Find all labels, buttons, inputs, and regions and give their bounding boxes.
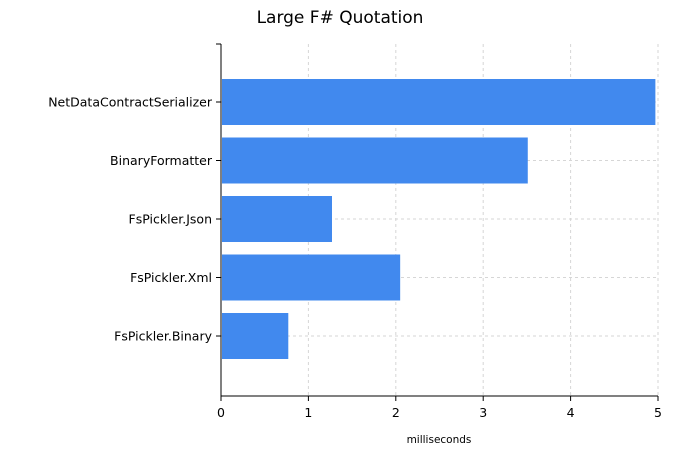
category-labels: NetDataContractSerializer BinaryFormatter…: [48, 95, 221, 344]
x-tick-label: 4: [567, 405, 575, 420]
x-tick-label: 3: [479, 405, 487, 420]
bar: [222, 313, 289, 359]
x-tick-label: 5: [654, 405, 662, 420]
category-label: FsPickler.Xml: [130, 270, 212, 285]
bar: [222, 196, 332, 242]
bar: [222, 137, 528, 184]
bar: [222, 79, 656, 125]
x-axis-title: milliseconds: [407, 434, 472, 446]
x-tick-label: 0: [217, 405, 225, 420]
category-label: FsPickler.Json: [129, 212, 212, 227]
bars: [222, 79, 656, 359]
x-tick-label: 1: [304, 405, 312, 420]
chart-title: Large F# Quotation: [257, 8, 424, 28]
category-label: FsPickler.Binary: [114, 329, 212, 344]
category-label: BinaryFormatter: [110, 153, 213, 168]
x-axis-ticks: 0 1 2 3 4 5: [217, 396, 662, 420]
x-tick-label: 2: [392, 405, 400, 420]
category-label: NetDataContractSerializer: [48, 95, 213, 110]
bar: [222, 254, 401, 301]
